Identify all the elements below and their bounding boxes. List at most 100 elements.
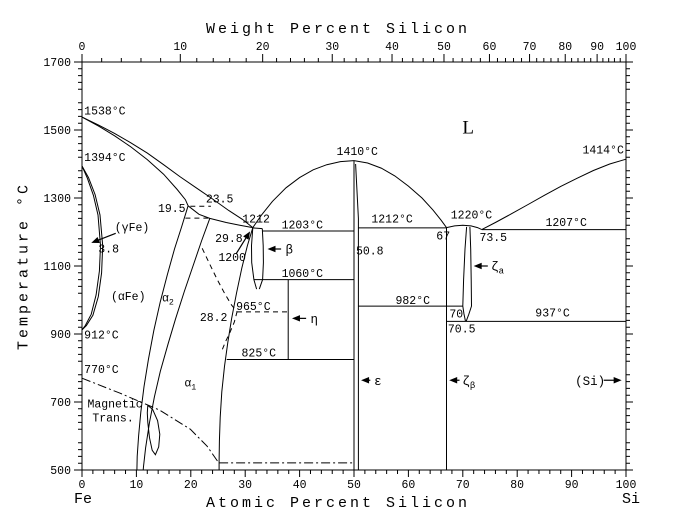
boundary-liquidus-mid-right bbox=[353, 160, 447, 228]
diagram-label: 1538°C bbox=[84, 105, 126, 118]
y-axis-title: Temperature °C bbox=[15, 181, 33, 351]
leader-1200-shaft bbox=[235, 236, 248, 255]
left-tick-label: 1700 bbox=[43, 57, 71, 70]
zeta-beta-arrow-label: ζβ bbox=[462, 375, 475, 391]
left-axis-ticks bbox=[74, 61, 82, 471]
left-tick-label: 500 bbox=[50, 465, 71, 478]
beta-arrow-label: β bbox=[286, 244, 294, 258]
diagram-label: 770°C bbox=[84, 364, 119, 377]
subscript: 1 bbox=[191, 384, 196, 393]
bottom-tick-label: 0 bbox=[79, 479, 86, 492]
bottom-tick-label: 30 bbox=[238, 479, 252, 492]
eta-arrow-head bbox=[291, 315, 300, 322]
boundary-alpha-alpha2-boundary bbox=[136, 205, 189, 471]
epsilon-arrow-label: ε bbox=[374, 375, 382, 389]
left-tick-label: 1100 bbox=[43, 261, 71, 274]
diagram-label: 1212°C bbox=[371, 213, 413, 226]
boundary-beta-right bbox=[258, 228, 264, 290]
epsilon-arrow-head bbox=[361, 377, 370, 384]
diagram-label: 67 bbox=[436, 230, 450, 243]
boundary-beta-top bbox=[252, 227, 263, 230]
boundary-alpha-solvus-dashed bbox=[201, 248, 238, 350]
bottom-tick-label: 50 bbox=[347, 479, 361, 492]
boundary-magnetic-diagonal bbox=[81, 377, 219, 463]
top-tick-label: 70 bbox=[523, 41, 537, 54]
diagram-label: 912°C bbox=[84, 330, 119, 343]
diagram-label: 1207°C bbox=[545, 217, 587, 230]
diagram-label: α2 bbox=[162, 293, 174, 308]
boundary-epsilon-right bbox=[355, 163, 359, 470]
boundary-alpha1-right-boundary bbox=[218, 227, 254, 470]
boundary-solidus-left bbox=[81, 116, 189, 207]
diagram-label: (αFe) bbox=[111, 291, 146, 304]
diagram-label: 1060°C bbox=[282, 268, 324, 281]
diagram-label: 1220°C bbox=[451, 209, 493, 222]
diagram-label: α1 bbox=[184, 378, 196, 393]
boundary-zeta-alpha-left bbox=[462, 226, 468, 322]
diagram-label: 70 bbox=[449, 309, 463, 322]
diagram-label: 1203°C bbox=[282, 220, 324, 233]
boundary-zeta-alpha-right bbox=[465, 226, 473, 322]
top-tick-label: 30 bbox=[325, 41, 339, 54]
boundary-liquidus-right bbox=[481, 158, 627, 231]
top-axis-ticks bbox=[81, 54, 627, 62]
left-tick-label: 700 bbox=[50, 397, 71, 410]
phase-label-L: L bbox=[462, 117, 474, 138]
diagram-label: 50.8 bbox=[356, 246, 384, 259]
zeta-alpha-arrow-head bbox=[473, 262, 482, 270]
top-axis-title: Weight Percent Silicon bbox=[205, 21, 471, 38]
diagram-label: 937°C bbox=[535, 308, 570, 321]
left-tick-label: 900 bbox=[50, 329, 71, 342]
top-tick-label: 0 bbox=[79, 41, 86, 54]
beta-arrow-head bbox=[267, 245, 276, 253]
boundary-beta-left bbox=[250, 227, 258, 290]
diagram-label: 23.5 bbox=[206, 194, 234, 207]
diagram-label: 965°C bbox=[236, 301, 271, 314]
subscript: β bbox=[470, 381, 475, 391]
diagram-label: 3.8 bbox=[98, 243, 119, 256]
diagram-label: 73.5 bbox=[479, 232, 507, 245]
boundary-liquidus-zeta-bump bbox=[446, 224, 483, 231]
top-tick-label: 80 bbox=[558, 41, 572, 54]
gamma-fe-arrow-shaft bbox=[96, 232, 116, 242]
boundary-gamma-loop-inner bbox=[81, 165, 102, 331]
diagram-label: 982°C bbox=[395, 295, 430, 308]
top-tick-label: 20 bbox=[256, 41, 270, 54]
diagram-label: 825°C bbox=[242, 348, 277, 361]
top-tick-label: 40 bbox=[385, 41, 399, 54]
subscript: 2 bbox=[169, 299, 174, 308]
subscript: a bbox=[499, 267, 505, 277]
zeta-alpha-arrow-label: ζa bbox=[491, 261, 505, 277]
left-tick-label: 1500 bbox=[43, 125, 71, 138]
diagram-label: Trans. bbox=[92, 412, 133, 425]
si-arrow-head bbox=[613, 377, 622, 384]
bottom-axis-title: Atomic Percent Silicon bbox=[205, 495, 471, 512]
left-tick-label: 1300 bbox=[43, 193, 71, 206]
bottom-tick-label: 40 bbox=[293, 479, 307, 492]
bottom-tick-label: 80 bbox=[510, 479, 524, 492]
endpoint-label-fe: Fe bbox=[74, 491, 93, 508]
bottom-tick-label: 60 bbox=[401, 479, 415, 492]
bottom-tick-label: 20 bbox=[184, 479, 198, 492]
si-arrow-label: (Si) bbox=[575, 375, 605, 389]
gamma-fe-arrow-head bbox=[91, 236, 100, 243]
diagram-label: 29.8 bbox=[215, 233, 243, 246]
top-tick-label: 50 bbox=[437, 41, 451, 54]
diagram-label: 28.2 bbox=[200, 312, 228, 325]
boundary-alpha2-alpha1-boundary bbox=[142, 218, 211, 471]
diagram-label: 70.5 bbox=[448, 324, 476, 337]
zeta-beta-arrow-head bbox=[449, 377, 458, 384]
endpoint-label-si: Si bbox=[622, 491, 641, 508]
top-tick-label: 100 bbox=[616, 41, 637, 54]
bottom-tick-label: 90 bbox=[565, 479, 579, 492]
top-tick-label: 60 bbox=[483, 41, 497, 54]
diagram-label: (γFe) bbox=[115, 222, 150, 235]
diagram-label: 1394°C bbox=[84, 152, 126, 165]
boundary-liquidus-left bbox=[81, 116, 254, 228]
top-tick-label: 10 bbox=[173, 41, 187, 54]
diagram-label: 1410°C bbox=[337, 146, 379, 159]
diagram-label: Magnetic bbox=[87, 398, 142, 411]
diagram-label: 1414°C bbox=[582, 145, 624, 158]
